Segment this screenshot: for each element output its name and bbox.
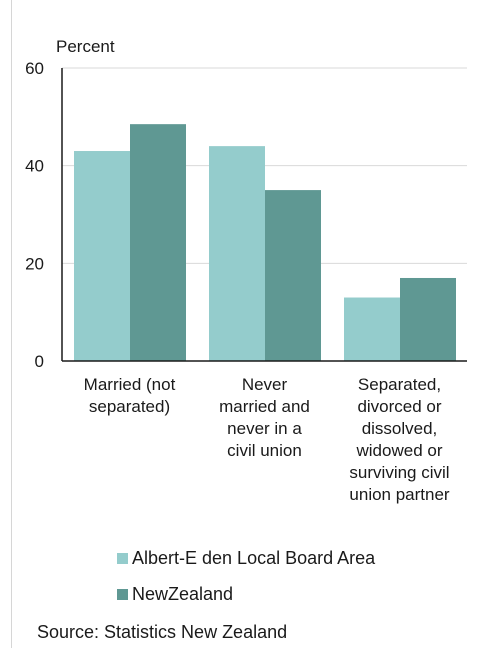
x-tick-label-2-line-2: married and (219, 397, 310, 416)
bar-series-2-category-2 (265, 190, 321, 361)
bar-series-1-category-3 (344, 297, 400, 361)
x-tick-label-3-line-2: divorced or (357, 397, 441, 416)
legend-swatch-series-1 (117, 553, 128, 564)
bar-chart: 0 20 40 60 Percent Married (not separated) Neve… (25, 37, 467, 504)
x-tick-label-1-line-2: separated) (89, 397, 170, 416)
legend-label-series-2: NewZealand (132, 584, 234, 604)
x-tick-label-3-line-4: widowed or (356, 441, 443, 460)
y-tick-label-20: 20 (25, 254, 44, 273)
legend-item-series-2: NewZealand (117, 584, 233, 605)
y-tick-label-0: 0 (35, 352, 44, 371)
x-tick-label-2-line-3: never in a (227, 419, 302, 438)
bar-series-1-category-2 (209, 146, 265, 361)
source-note: Source: Statistics New Zealand (37, 622, 288, 642)
legend-item-series-1: Albert-E den Local Board Area (117, 548, 375, 569)
x-tick-label-3-line-1: Separated, (358, 375, 441, 394)
x-tick-label-3-line-3: dissolved, (362, 419, 438, 438)
legend-swatch-series-2 (117, 589, 128, 600)
x-tick-label-3-line-6: union partner (349, 485, 450, 504)
x-tick-label-3-line-5: surviving civil (349, 463, 449, 482)
y-axis-label: Percent (56, 37, 115, 56)
x-tick-label-1-line-1: Married (not (84, 375, 176, 394)
left-divider (11, 0, 12, 648)
bar-series-1-category-1 (74, 151, 130, 361)
y-tick-label-60: 60 (25, 59, 44, 78)
x-tick-label-2-line-1: Never (242, 375, 288, 394)
legend-label-series-1: Albert-E den Local Board Area (132, 548, 376, 568)
y-tick-label-40: 40 (25, 157, 44, 176)
bar-series-2-category-3 (400, 277, 456, 361)
x-tick-label-2-line-4: civil union (227, 441, 302, 460)
bar-series-2-category-1 (130, 124, 186, 362)
